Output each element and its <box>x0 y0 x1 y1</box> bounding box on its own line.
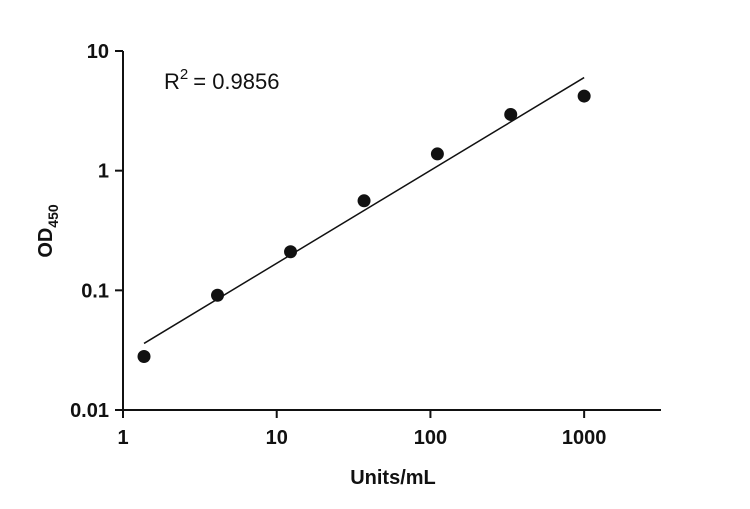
y-ticks <box>115 50 123 411</box>
axes <box>122 51 661 411</box>
x-tick-label: 100 <box>414 427 447 449</box>
x-tick-labels: 1 10 100 1000 <box>117 427 606 449</box>
x-axis-title: Units/mL <box>350 467 436 489</box>
r-squared-superscript: 2 <box>180 66 188 83</box>
data-point <box>211 288 225 302</box>
y-tick-label: 0.01 <box>70 400 109 422</box>
y-axis-title-sub: 450 <box>45 204 61 228</box>
y-tick-label: 10 <box>87 41 109 63</box>
x-tick-label: 10 <box>266 427 288 449</box>
data-point <box>284 245 298 259</box>
r-squared-value: = 0.9856 <box>193 69 279 94</box>
y-tick-labels: 0.01 0.1 1 10 <box>70 41 109 422</box>
x-ticks <box>122 410 586 418</box>
x-tick-label: 1000 <box>562 427 607 449</box>
y-tick-label: 0.1 <box>81 280 109 302</box>
y-axis-title-main: OD <box>35 228 57 258</box>
fit-line <box>143 76 585 345</box>
y-tick-label: 1 <box>98 161 109 183</box>
r-squared-prefix: R <box>164 69 180 94</box>
data-point <box>430 147 444 161</box>
x-tick-label: 1 <box>117 427 128 449</box>
data-point <box>577 89 591 103</box>
data-point <box>504 107 518 121</box>
r-squared-annotation: R2 = 0.9856 <box>164 66 279 94</box>
y-axis-title: OD450 <box>35 204 61 258</box>
data-point <box>137 349 151 363</box>
data-points <box>137 89 591 363</box>
data-point <box>357 194 371 208</box>
